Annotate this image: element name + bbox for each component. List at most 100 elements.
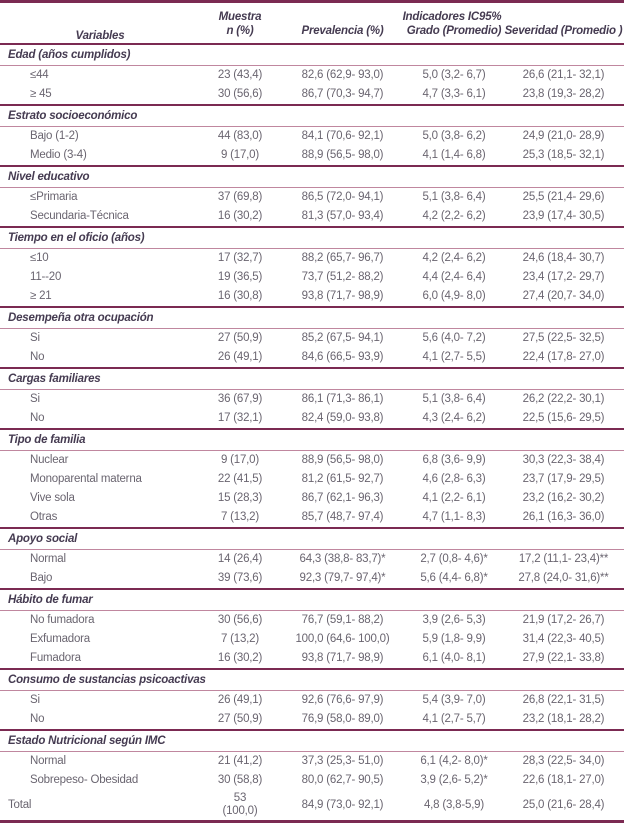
prevalencia-cell: 82,6 (62,9- 93,0) (301, 68, 384, 81)
grado-cell: 4,7 (1,1- 8,3) (422, 510, 486, 523)
grado-cell: 4,1 (1,4- 6,8) (422, 148, 486, 161)
table-row: Monoparental materna 22 (41,5) 81,2 (61,5-… (0, 470, 624, 489)
table-row: Exfumadora 7 (13,2) 100,0 (64,6- 100,0) 5,9… (0, 630, 624, 649)
label-cell: No (30, 712, 45, 725)
severidad-cell: 22,4 (17,8- 27,0) (522, 350, 605, 363)
column-header-severidad: Severidad (Promedio ) (503, 23, 624, 45)
table-row: No 26 (49,1) 84,6 (66,5- 93,9) 4,1 (2,7- 5,… (0, 348, 624, 368)
grado-cell: 4,2 (2,2- 6,2) (422, 209, 486, 222)
prevalencia-cell: 88,9 (56,5- 98,0) (301, 148, 384, 161)
section-title: Desempeña otra ocupación (0, 305, 624, 329)
muestra-line: 53 (233, 791, 247, 804)
severidad-cell: 30,3 (22,3- 38,4) (522, 453, 605, 466)
severidad-cell: 25,5 (21,4- 29,6) (522, 190, 605, 203)
prevalencia-cell: 86,5 (72,0- 94,1) (301, 190, 384, 203)
table-body: Edad (años cumplidos) ≤44 23 (43,4) 82,6 (6… (0, 42, 624, 822)
grado-cell: 4,8 (3,8-5,9) (423, 798, 485, 811)
muestra-cell: 39 (73,6) (217, 571, 263, 584)
section-row: Tiempo en el oficio (años) (0, 225, 624, 249)
muestra-cell: 16 (30,2) (217, 209, 263, 222)
table-row: No 17 (32,1) 82,4 (59,0- 93,8) 4,3 (2,4- 6,… (0, 409, 624, 429)
grado-cell: 4,1 (2,7- 5,7) (422, 712, 486, 725)
grado-cell: 6,8 (3,6- 9,9) (422, 453, 486, 466)
grado-cell: 5,6 (4,0- 7,2) (422, 331, 486, 344)
prevalencia-cell: 92,3 (79,7- 97,4)* (299, 571, 386, 584)
section-title: Estrato socioeconómico (0, 103, 624, 127)
label-cell: Sobrepeso- Obesidad (30, 773, 139, 786)
table-row: Nuclear 9 (17,0) 88,9 (56,5- 98,0) 6,8 (3,6… (0, 450, 624, 470)
prevalencia-cell: 93,8 (71,7- 98,9) (301, 289, 384, 302)
severidad-cell: 23,2 (16,2- 30,2) (522, 491, 605, 504)
muestra-cell: 7 (13,2) (220, 632, 260, 645)
muestra-cell: 30 (56,6) (217, 613, 263, 626)
section-title: Hábito de fumar (0, 587, 624, 611)
label-cell: Monoparental materna (30, 472, 142, 485)
severidad-cell: 17,2 (11,1- 23,4)** (518, 552, 609, 565)
prevalencia-cell: 92,6 (76,6- 97,9) (301, 693, 384, 706)
label-cell: Nuclear (30, 453, 69, 466)
section-title: Tipo de familia (0, 427, 624, 451)
severidad-cell: 26,8 (22,1- 31,5) (522, 693, 605, 706)
severidad-cell: 27,4 (20,7- 34,0) (522, 289, 605, 302)
table-header: Variables Muestra Indicadores IC95% n (%… (0, 1, 624, 45)
muestra-cell: 37 (69,8) (217, 190, 263, 203)
muestra-cell: 36 (67,9) (217, 392, 263, 405)
label-cell: ≤44 (30, 68, 49, 81)
prevalencia-cell: 76,7 (59,1- 88,2) (301, 613, 384, 626)
muestra-cell: 7 (13,2) (220, 510, 260, 523)
grado-cell: 6,1 (4,0- 8,1) (422, 651, 486, 664)
grado-cell: 4,4 (2,4- 6,4) (422, 270, 486, 283)
section-row: Estado Nutricional según IMC (0, 728, 624, 752)
label-cell: No (30, 350, 45, 363)
severidad-cell: 22,5 (15,6- 29,5) (522, 411, 605, 424)
label-cell: Normal (30, 754, 66, 767)
muestra-cell: 53 (100,0) (200, 790, 280, 822)
severidad-cell: 26,6 (21,1- 32,1) (522, 68, 605, 81)
label-cell: ≥ 21 (30, 289, 52, 302)
label-cell: ≤10 (30, 251, 49, 264)
prevalencia-cell: 88,9 (56,5- 98,0) (301, 453, 384, 466)
grado-cell: 4,3 (2,4- 6,2) (422, 411, 486, 424)
severidad-cell: 26,1 (16,3- 36,0) (522, 510, 605, 523)
label-cell: Normal (30, 552, 66, 565)
section-row: Edad (años cumplidos) (0, 42, 624, 66)
label-cell: 11--20 (30, 270, 62, 283)
label-cell: Vive sola (30, 491, 75, 504)
severidad-cell: 27,5 (22,5- 32,5) (522, 331, 605, 344)
grado-cell: 5,9 (1,8- 9,9) (422, 632, 486, 645)
severidad-cell: 23,7 (17,9- 29,5) (522, 472, 605, 485)
muestra-cell: 9 (17,0) (220, 148, 260, 161)
muestra-cell: 27 (50,9) (217, 331, 263, 344)
table-row: Secundaria-Técnica 16 (30,2) 81,3 (57,0- 9… (0, 207, 624, 227)
prevalencia-cell: 84,9 (73,0- 92,1) (301, 798, 384, 811)
severidad-cell: 21,9 (17,2- 26,7) (522, 613, 605, 626)
muestra-cell: 23 (43,4) (217, 68, 263, 81)
muestra-cell: 9 (17,0) (220, 453, 260, 466)
muestra-cell: 26 (49,1) (217, 350, 263, 363)
section-row: Consumo de sustancias psicoactivas (0, 667, 624, 691)
label-cell: Total (8, 798, 32, 811)
prevalencia-cell: 86,1 (71,3- 86,1) (301, 392, 384, 405)
muestra-cell: 16 (30,8) (217, 289, 263, 302)
section-title: Nivel educativo (0, 164, 624, 188)
prevalencia-cell: 85,7 (48,7- 97,4) (301, 510, 384, 523)
severidad-cell: 24,6 (18,4- 30,7) (522, 251, 605, 264)
section-row: Estrato socioeconómico (0, 103, 624, 127)
column-header-n: n (%) (200, 23, 280, 45)
prevalencia-cell: 64,3 (38,8- 83,7)* (299, 552, 386, 565)
label-cell: Secundaria-Técnica (30, 209, 129, 222)
table-row: Bajo 39 (73,6) 92,3 (79,7- 97,4)* 5,6 (4,4-… (0, 569, 624, 589)
table-row: Si 27 (50,9) 85,2 (67,5- 94,1) 5,6 (4,0- 7,… (0, 328, 624, 348)
muestra-cell: 22 (41,5) (217, 472, 263, 485)
table-row: Otras 7 (13,2) 85,7 (48,7- 97,4) 4,7 (1,1- … (0, 508, 624, 528)
label-cell: Bajo (1-2) (30, 129, 79, 142)
label-cell: Si (30, 331, 40, 344)
prevalencia-cell: 82,4 (59,0- 93,8) (301, 411, 384, 424)
section-title: Cargas familiares (0, 366, 624, 390)
grado-cell: 5,4 (3,9- 7,0) (422, 693, 486, 706)
severidad-cell: 25,3 (18,5- 32,1) (522, 148, 605, 161)
table-row: Bajo (1-2) 44 (83,0) 84,1 (70,6- 92,1) 5,0 … (0, 126, 624, 146)
section-row: Nivel educativo (0, 164, 624, 188)
grado-cell: 5,1 (3,8- 6,4) (422, 190, 486, 203)
label-cell: Bajo (30, 571, 53, 584)
